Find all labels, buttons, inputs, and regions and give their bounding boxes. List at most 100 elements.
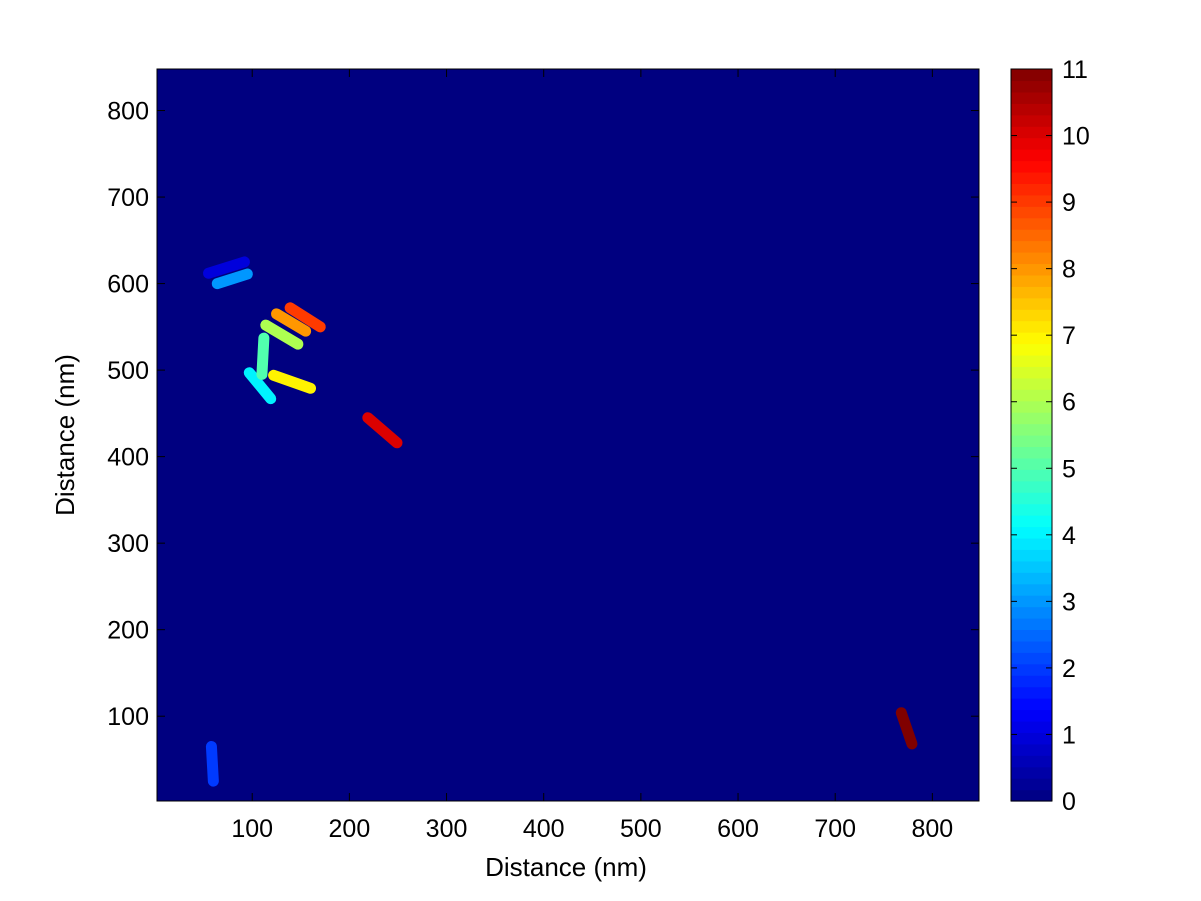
colorbar-band [1011,675,1052,688]
colorbar-band [1011,229,1052,242]
colorbar-tick-label: 5 [1062,455,1076,483]
y-tick-label: 600 [107,271,149,299]
colorbar-band [1011,149,1052,162]
colorbar-band [1011,240,1052,253]
colorbar-band [1011,171,1052,184]
colorbar-band [1011,492,1052,505]
segment-value-11 [895,707,918,750]
y-axis: 100 200 300 400 500 600 700 800 [107,98,979,731]
segment-value-8 [271,308,312,337]
colorbar-band [1011,789,1052,802]
y-tick-label: 800 [107,98,149,126]
y-tick-label: 100 [107,703,149,731]
colorbar [1011,69,1052,802]
colorbar-band [1011,80,1052,93]
colorbar-band [1011,572,1052,585]
x-tick-label: 800 [912,815,954,843]
colorbar-band [1011,343,1052,356]
colorbar-band [1011,503,1052,516]
colorbar-band [1011,663,1052,676]
colorbar-band [1011,698,1052,711]
colorbar-band [1011,640,1052,653]
colorbar-band [1011,126,1052,139]
y-tick-label: 700 [107,184,149,212]
segment-value-4 [243,367,277,405]
colorbar-band [1011,709,1052,722]
colorbar-band [1011,595,1052,608]
colorbar-band [1011,755,1052,768]
colorbar-band [1011,137,1052,150]
x-tick-label: 200 [329,815,371,843]
colorbar-tick-label: 0 [1062,788,1076,816]
colorbar-band [1011,69,1052,82]
colorbar-band [1011,629,1052,642]
segment-value-5 [256,332,270,380]
plot-frame [156,68,980,802]
colorbar-band [1011,389,1052,402]
plot-background [157,69,979,801]
y-axis-title: Distance (nm) [50,354,80,516]
colorbar-band [1011,412,1052,425]
colorbar-band [1011,457,1052,470]
y-tick-label: 500 [107,357,149,385]
x-tick-label: 500 [620,815,662,843]
colorbar-tick-label: 9 [1062,189,1076,217]
colorbar-band [1011,720,1052,733]
colorbar-band [1011,263,1052,276]
colorbar-band [1011,606,1052,619]
colorbar-band [1011,469,1052,482]
colorbar-axis: 0 1 2 3 4 5 6 7 8 9 10 11 [1011,56,1090,816]
colorbar-band [1011,618,1052,631]
colorbar-band [1011,160,1052,173]
colorbar-band [1011,91,1052,104]
colorbar-band [1011,515,1052,528]
colorbar-band [1011,217,1052,230]
segment-value-7 [268,369,317,394]
colorbar-band [1011,274,1052,287]
colorbar-band [1011,320,1052,333]
colorbar-band [1011,537,1052,550]
colorbar-band [1011,652,1052,665]
colorbar-band [1011,354,1052,367]
colorbar-band [1011,560,1052,573]
segment-value-1 [202,256,250,279]
colorbar-band [1011,252,1052,265]
colorbar-frame [1010,68,1053,802]
colorbar-tick-label: 6 [1062,389,1076,417]
colorbar-band [1011,103,1052,116]
colorbar-band [1011,732,1052,745]
colorbar-band [1011,183,1052,196]
colorbar-band [1011,286,1052,299]
colorbar-band [1011,778,1052,791]
x-axis-title: Distance (nm) [485,852,647,882]
segment-value-6 [260,319,304,350]
colorbar-tick-label: 1 [1062,721,1076,749]
colorbar-band [1011,743,1052,756]
segment-value-10 [362,412,403,449]
colorbar-band [1011,400,1052,413]
colorbar-band [1011,309,1052,322]
colorbar-band [1011,583,1052,596]
y-tick-label: 400 [107,444,149,472]
colorbar-tick-label: 4 [1062,522,1076,550]
colorbar-tick-label: 8 [1062,256,1076,284]
colorbar-band [1011,332,1052,345]
colorbar-band [1011,766,1052,779]
colorbar-band [1011,526,1052,539]
y-tick-label: 300 [107,530,149,558]
x-tick-label: 600 [717,815,759,843]
y-tick-label: 200 [107,617,149,645]
x-tick-label: 300 [426,815,468,843]
x-tick-label: 700 [814,815,856,843]
colorbar-band [1011,377,1052,390]
segment-value-3 [211,268,253,290]
colorbar-band [1011,423,1052,436]
colorbar-band [1011,549,1052,562]
segment-value-9 [284,302,326,333]
colorbar-band [1011,297,1052,310]
colorbar-tick-label: 3 [1062,588,1076,616]
x-tick-label: 100 [231,815,273,843]
colorbar-band [1011,480,1052,493]
colorbar-band [1011,114,1052,127]
